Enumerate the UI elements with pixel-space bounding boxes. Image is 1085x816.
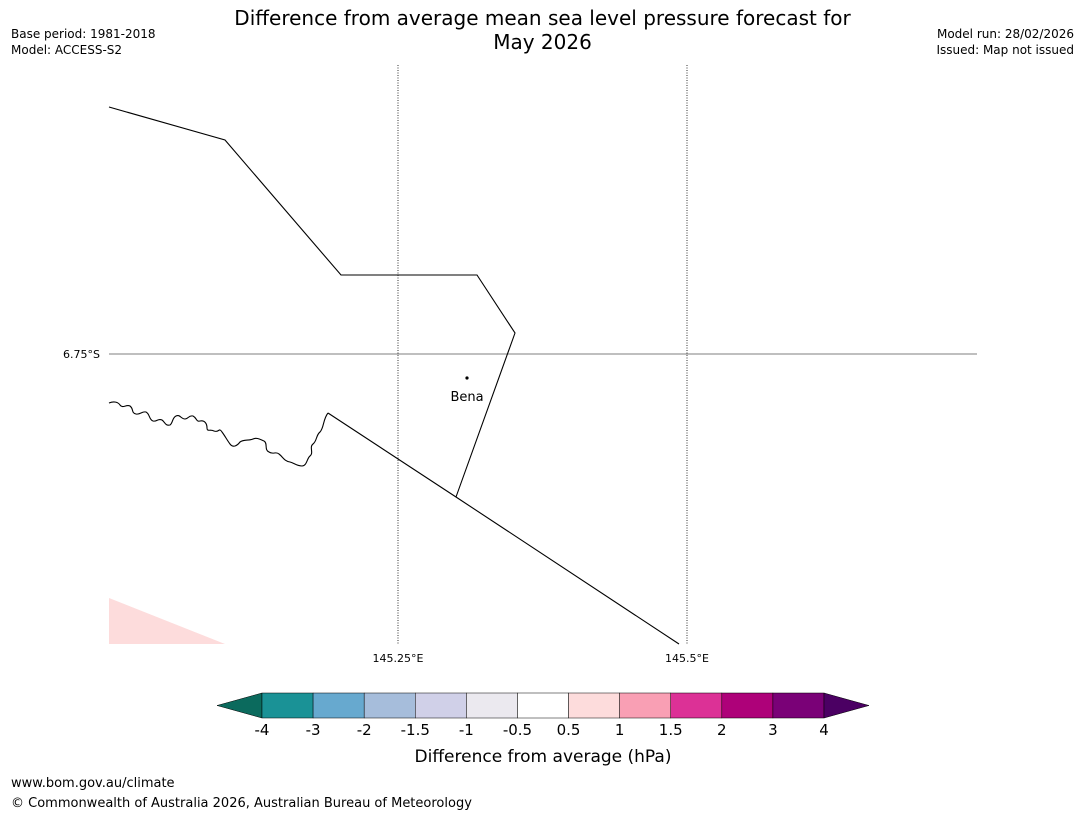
base-period: Base period: 1981-2018 [11, 27, 156, 41]
longitude-label: 145.5°E [665, 652, 709, 665]
colorbar-segment [670, 692, 723, 719]
colorbar-tick-label: -1 [459, 721, 474, 739]
colorbar-tick-label: 1 [615, 721, 625, 739]
colorbar-segment [415, 692, 467, 719]
colorbar-tick-label: -1.5 [401, 721, 430, 739]
colorbar-segment [466, 692, 518, 719]
bena-label: Bena [450, 390, 483, 405]
boundary-line [327, 412, 680, 645]
colorbar-over-arrow [823, 692, 870, 719]
model-name: Model: ACCESS-S2 [11, 43, 123, 57]
colorbar-label: Difference from average (hPa) [415, 747, 672, 767]
colorbar-segment [363, 692, 416, 719]
colorbar-segment [517, 692, 569, 719]
colorbar-tick-label: -4 [255, 721, 270, 739]
boundary-line [108, 106, 516, 498]
colorbar: -4 -3 -2 -1.5 -1 -0.5 0.5 1 1.5 2 3 4 Difference fr… [216, 692, 870, 767]
title-line-1: Difference from average mean sea level p… [234, 6, 851, 30]
colorbar-segment [619, 692, 671, 719]
colorbar-segment [568, 692, 620, 719]
title-line-2: May 2026 [493, 30, 592, 54]
colorbar-tick-label: 4 [819, 721, 829, 739]
anomaly-fill [109, 598, 225, 644]
colorbar-segment [772, 692, 825, 719]
colorbar-under-arrow [216, 692, 263, 719]
footer-copyright: © Commonwealth of Australia 2026, Austra… [11, 796, 472, 811]
colorbar-tick-label: -2 [357, 721, 372, 739]
colorbar-tick-label: -3 [306, 721, 321, 739]
bena-marker [465, 376, 469, 380]
latitude-label: 6.75°S [63, 348, 100, 361]
colorbar-tick-label: 1.5 [659, 721, 683, 739]
colorbar-tick-label: 3 [768, 721, 778, 739]
model-run: Model run: 28/02/2026 [936, 27, 1074, 41]
colorbar-tick-label: 0.5 [557, 721, 581, 739]
colorbar-segment [261, 692, 314, 719]
colorbar-tick-label: -0.5 [503, 721, 532, 739]
colorbar-segment [721, 692, 774, 719]
issued-status: Issued: Map not issued [936, 43, 1074, 57]
colorbar-tick-label: 2 [717, 721, 727, 739]
colorbar-segment [312, 692, 365, 719]
footer-url[interactable]: www.bom.gov.au/climate [11, 776, 175, 791]
page-title: Difference from average mean sea level p… [0, 6, 1085, 54]
longitude-label: 145.25°E [373, 652, 424, 665]
river-line [108, 401, 329, 467]
